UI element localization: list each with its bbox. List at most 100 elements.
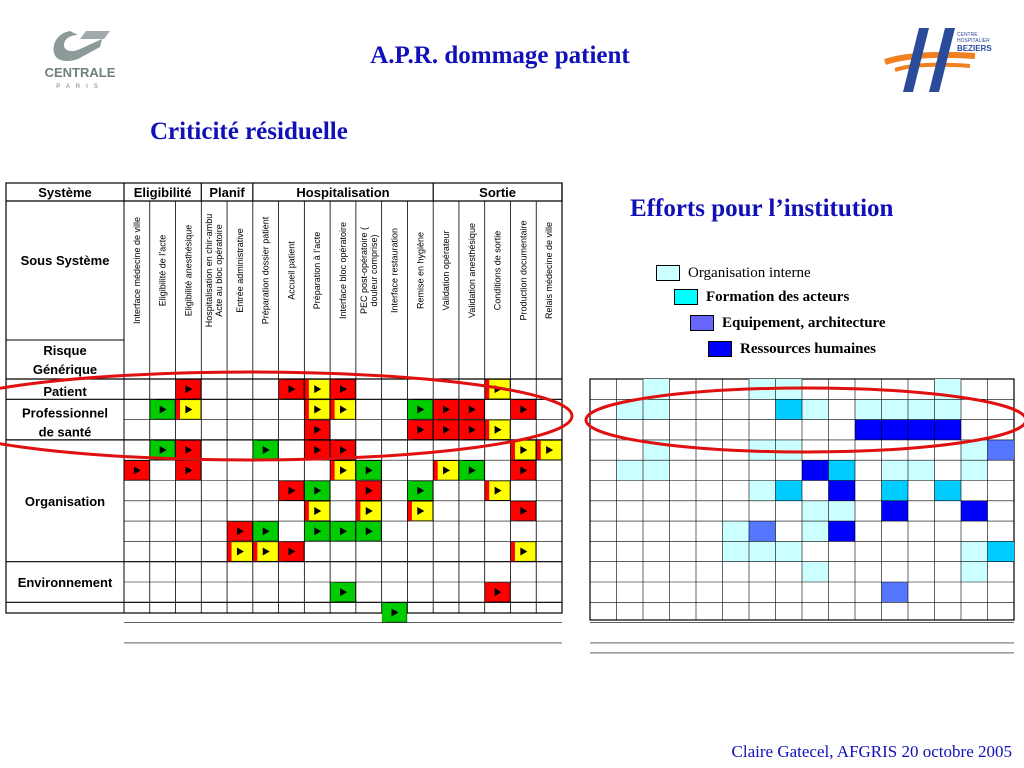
arrow-icon bbox=[262, 547, 270, 556]
arrow-icon bbox=[314, 385, 322, 394]
risk-cell-stripe bbox=[536, 440, 541, 460]
risk-cell-stripe bbox=[407, 399, 412, 420]
effort-cell bbox=[855, 399, 882, 420]
effort-cell bbox=[934, 399, 961, 420]
arrow-icon bbox=[314, 425, 322, 434]
effort-cell bbox=[775, 541, 802, 562]
column-header: Eligibilité de l’acte bbox=[158, 235, 168, 307]
arrow-icon bbox=[417, 405, 425, 414]
centrale-logo-icon: CENTRALE PARIS bbox=[45, 31, 116, 90]
column-header: Production documentaire bbox=[518, 220, 528, 320]
legend-item-formation: Formation des acteurs bbox=[674, 286, 886, 308]
effort-cell bbox=[881, 480, 908, 501]
arrow-icon bbox=[520, 506, 528, 515]
effort-cell bbox=[961, 500, 988, 522]
column-header: Relais médecine de ville bbox=[544, 222, 554, 319]
effort-cell bbox=[643, 399, 670, 420]
arrow-icon bbox=[133, 466, 141, 475]
effort-cell bbox=[881, 399, 908, 420]
arrow-icon bbox=[314, 446, 322, 455]
arrow-icon bbox=[236, 527, 244, 536]
column-header: Entrée administrative bbox=[235, 228, 245, 313]
risk-cell-stripe bbox=[459, 399, 464, 420]
row-group-environnement: Environnement bbox=[18, 575, 113, 590]
risk-cell-stripe bbox=[279, 541, 284, 562]
arrow-icon bbox=[520, 547, 528, 556]
effort-cell bbox=[961, 541, 988, 562]
beziers-logo-icon: CENTRE HOSPITALIER BEZIERS bbox=[884, 28, 992, 92]
effort-cell bbox=[881, 419, 908, 440]
arrow-icon bbox=[159, 405, 167, 414]
risk-cell-stripe bbox=[485, 379, 490, 399]
effort-cell bbox=[643, 460, 670, 481]
risk-cell-stripe bbox=[176, 440, 181, 460]
row-group-professionnel: Professionnel bbox=[22, 405, 108, 420]
effort-cell bbox=[802, 561, 829, 582]
arrow-icon bbox=[314, 486, 322, 495]
arrow-icon bbox=[520, 466, 528, 475]
risk-cell-stripe bbox=[176, 460, 181, 480]
column-header: Interface médecine de ville bbox=[132, 217, 142, 324]
effort-cell bbox=[828, 500, 855, 522]
risk-cell-stripe bbox=[124, 460, 129, 480]
arrow-icon bbox=[262, 527, 270, 536]
risk-cell-stripe bbox=[356, 481, 361, 501]
legend-swatch bbox=[656, 265, 680, 281]
effort-cell bbox=[722, 521, 749, 542]
risk-cell-stripe bbox=[176, 379, 181, 399]
risk-cell-stripe bbox=[330, 440, 335, 460]
legend-swatch bbox=[674, 289, 698, 305]
risk-cell-stripe bbox=[304, 481, 309, 501]
arrow-icon bbox=[185, 385, 193, 394]
legend-label: Equipement, architecture bbox=[722, 314, 886, 331]
legend-swatch bbox=[690, 315, 714, 331]
beziers-logo: CENTRE HOSPITALIER BEZIERS bbox=[875, 22, 995, 97]
svg-text:PARIS: PARIS bbox=[56, 84, 104, 90]
effort-cell bbox=[749, 480, 776, 501]
arrow-icon bbox=[443, 425, 451, 434]
risk-cell-stripe bbox=[459, 420, 464, 440]
risk-cell-stripe bbox=[407, 501, 412, 521]
effort-cell bbox=[961, 561, 988, 582]
risk-cell-stripe bbox=[433, 460, 438, 480]
row-group-organisation: Organisation bbox=[25, 494, 105, 509]
effort-cell bbox=[908, 460, 935, 481]
arrow-icon bbox=[314, 506, 322, 515]
svg-text:CENTRE: CENTRE bbox=[957, 32, 978, 38]
effort-cell bbox=[881, 582, 908, 603]
centrale-logo: CENTRALE PARIS bbox=[40, 25, 120, 95]
arrow-icon bbox=[185, 405, 193, 414]
risk-cell-stripe bbox=[253, 541, 258, 562]
risk-cell-stripe bbox=[330, 582, 335, 602]
risk-cell-stripe bbox=[253, 440, 258, 460]
legend-item-equipement: Equipement, architecture bbox=[690, 312, 886, 334]
effort-cell bbox=[775, 439, 802, 461]
arrow-icon bbox=[468, 466, 476, 475]
risk-cell-stripe bbox=[485, 420, 490, 440]
arrow-icon bbox=[365, 466, 373, 475]
effort-cell bbox=[828, 480, 855, 501]
row-group-professionnel: de santé bbox=[39, 424, 92, 439]
column-header: Validation anesthésique bbox=[467, 223, 477, 318]
risk-cell-stripe bbox=[279, 481, 284, 501]
effort-cell bbox=[934, 419, 961, 440]
highlight-ellipse-left bbox=[0, 370, 574, 462]
arrow-icon bbox=[443, 405, 451, 414]
column-header: douleur comprise) bbox=[369, 234, 379, 306]
arrow-icon bbox=[494, 425, 502, 434]
column-header: Interface restauration bbox=[390, 228, 400, 313]
arrow-icon bbox=[417, 506, 425, 515]
arrow-icon bbox=[236, 547, 244, 556]
arrow-icon bbox=[546, 446, 554, 455]
effort-cell bbox=[802, 460, 829, 481]
arrow-icon bbox=[185, 446, 193, 455]
legend-label: Formation des acteurs bbox=[706, 288, 850, 305]
effort-cell bbox=[987, 541, 1014, 562]
svg-text:CENTRALE: CENTRALE bbox=[45, 65, 116, 80]
risque-label: Générique bbox=[33, 362, 97, 377]
arrow-icon bbox=[365, 486, 373, 495]
arrow-icon bbox=[391, 608, 399, 617]
risk-cell-stripe bbox=[485, 481, 490, 501]
risk-cell-stripe bbox=[510, 399, 515, 420]
risk-cell-stripe bbox=[356, 460, 361, 480]
